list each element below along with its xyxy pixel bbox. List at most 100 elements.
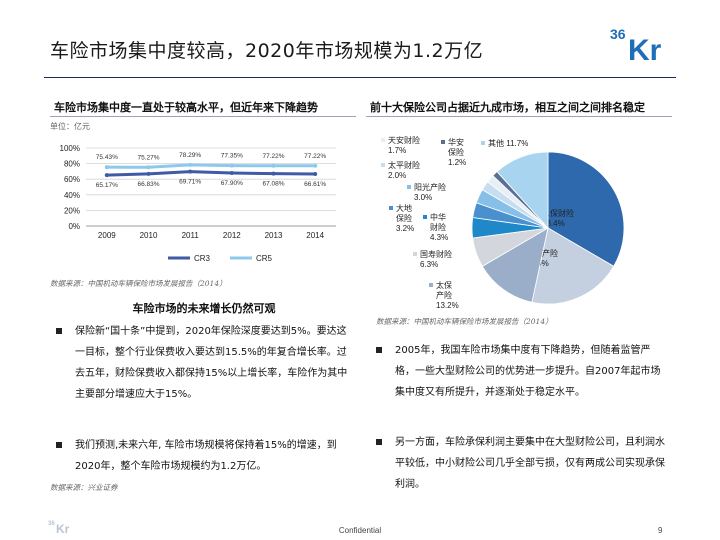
line-chart-source: 数据来源：中国机动车辆保险市场发展报告（2014） (50, 279, 227, 288)
pie-label-marker (423, 215, 427, 219)
pie-label-marker (481, 141, 485, 145)
pie-slice (481, 227, 549, 303)
data-point (313, 172, 318, 177)
y-tick-label: 100% (60, 144, 80, 153)
data-point (146, 165, 151, 170)
data-point (229, 171, 234, 176)
data-label: 77.22% (262, 153, 284, 160)
pie-label-name: 太平财险 (388, 160, 420, 170)
bullet-square-icon (376, 439, 382, 445)
title-divider (44, 77, 676, 78)
pie-label-name: 国寿财险 (420, 249, 452, 259)
data-point (188, 162, 193, 167)
x-tick-label: 2009 (98, 231, 116, 240)
concentration-line-chart: 0% 20% 40% 60% 80% 100% 2009 2010 2011 2012 2013 20… (60, 144, 336, 263)
right-heading-rule (366, 116, 672, 117)
data-label: 77.35% (221, 153, 243, 160)
right-bullet-2: 另一方面，车险承保利润主要集中在大型财险公司，且利润水平较低，中小财险公司几乎全… (376, 432, 666, 495)
x-tick-label: 2010 (140, 231, 158, 240)
left-bullet-2: 我们预测,未来六年, 车险市场规模将保持着15%的增速，到2020年，整个车险市… (56, 435, 350, 477)
legend-label: CR5 (256, 254, 273, 263)
pie-chart-heading: 前十大保险公司占据近九成市场，相互之间之间排名稳定 (370, 101, 645, 114)
data-point (146, 171, 151, 176)
data-point (104, 173, 109, 178)
data-label: 65.17% (96, 182, 118, 189)
pie-label-name: 中华 (430, 212, 446, 222)
data-label: 75.43% (96, 154, 118, 161)
data-point (271, 171, 276, 176)
pie-slice (531, 227, 615, 305)
pie-label-name: 保险 (448, 147, 464, 157)
data-label: 67.90% (221, 180, 243, 187)
line-chart-heading: 车险市场集中度一直处于较高水平，但近年来下降趋势 (54, 101, 318, 114)
pie-label-value: 4.3% (430, 233, 448, 242)
pie-label-name: 保险 (396, 213, 412, 223)
y-tick-label: 20% (64, 206, 80, 215)
x-tick-label: 2012 (223, 231, 241, 240)
logo-large-text: Kr (628, 34, 662, 64)
x-tick-label: 2013 (265, 231, 283, 240)
pie-label-name: 大地 (396, 203, 412, 213)
unit-label: 单位：亿元 (50, 122, 90, 131)
data-label: 78.29% (179, 152, 201, 159)
bullet-square-icon (56, 328, 62, 334)
y-tick-label: 80% (64, 160, 80, 169)
legend-label: CR3 (194, 254, 211, 263)
pie-label-marker (441, 140, 445, 144)
pie-label-marker (407, 185, 411, 189)
market-share-pie-chart: 人保财险33.4%平安产险20.0%太保产险13.2%国寿财险6.3%中华财险4… (381, 135, 625, 310)
page-number: 9 (658, 526, 663, 535)
y-tick-label: 40% (64, 191, 80, 200)
pie-label-value: 1.7% (388, 146, 406, 155)
footer-logo-small: 36 (48, 521, 55, 527)
brand-logo: 36 Kr (610, 26, 662, 64)
data-point (313, 163, 318, 168)
pie-label-value: 2.0% (388, 171, 406, 180)
bullet-square-icon (376, 347, 382, 353)
growth-heading: 车险市场的未来增长仍然可观 (132, 302, 276, 315)
left-bullet-1: 保险新“国十条”中提到，2020年保险深度要达到5%。要达这一目标，整个行业保费… (56, 321, 350, 405)
pie-label-name: 产险 (436, 290, 452, 300)
pie-label: 其他 11.7% (481, 138, 528, 148)
pie-label-marker (429, 283, 433, 287)
pie-chart-source: 数据来源：中国机动车辆保险市场发展报告（2014） (376, 317, 553, 326)
pie-label-marker (413, 252, 417, 256)
data-point (104, 165, 109, 170)
footer-confidential: Confidential (338, 526, 382, 535)
pie-slice (547, 151, 625, 267)
pie-label-value: 13.2% (436, 301, 459, 310)
data-label: 66.83% (137, 181, 159, 188)
pie-label-value: 33.4% (542, 219, 565, 228)
pie-label-name: 阳光产险 (414, 182, 446, 192)
data-label: 66.61% (304, 181, 326, 188)
data-label: 69.71% (179, 179, 201, 186)
pie-label-value: 3.2% (396, 224, 414, 233)
x-tick-label: 2014 (306, 231, 324, 240)
page-title: 车险市场集中度较高，2020年市场规模为1.2万亿 (50, 40, 484, 62)
data-point (188, 169, 193, 174)
y-tick-label: 0% (68, 222, 80, 231)
series-line-cr3 (106, 170, 316, 177)
pie-slice (496, 151, 549, 230)
pie-label-value: 6.3% (420, 260, 438, 269)
logo-small-text: 36 (610, 26, 626, 42)
pie-label-name: 人保财险 (542, 208, 574, 218)
series-line-cr5 (106, 163, 316, 169)
data-label: 77.22% (304, 153, 326, 160)
footer-logo: 36 Kr (48, 521, 70, 534)
right-bullet-1: 2005年，我国车险市场集中度有下降趋势，但随着监管严格，一些大型财险公司的优势… (376, 340, 666, 403)
x-tick-label: 2011 (182, 231, 200, 240)
pie-label-name: 财险 (430, 222, 446, 232)
left-heading-rule (50, 116, 356, 117)
pie-label-marker (381, 163, 385, 167)
footer-logo-large: Kr (56, 522, 70, 534)
bullet-square-icon (56, 442, 62, 448)
